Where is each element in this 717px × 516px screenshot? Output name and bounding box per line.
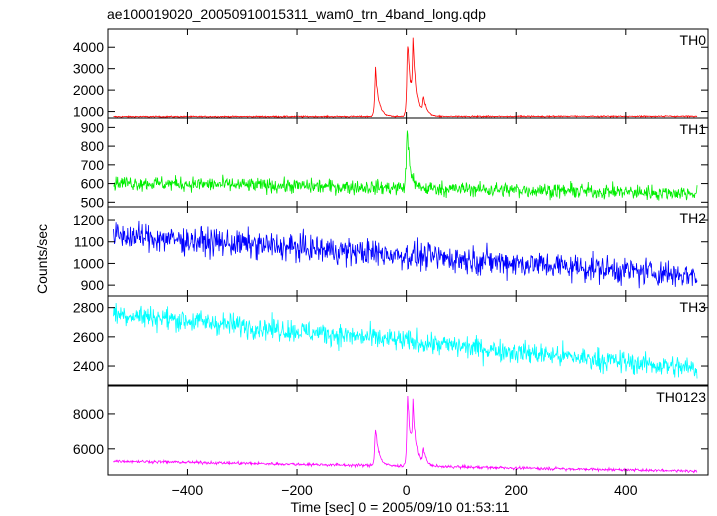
chart-panels: 1000 2000 3000 4000 TH0 500 600 700 800 900 TH1 900… [73, 28, 709, 476]
panel-th3: 2400 2600 2800 TH3 [73, 295, 709, 386]
y-tick-label: 2800 [73, 300, 104, 316]
series-line-th1 [113, 130, 698, 201]
chart-title: ae100019020_20050910015311_wam0_trn_4ban… [107, 6, 486, 22]
x-axis-label: Time [sec] 0 = 2005/09/10 01:53:11 [290, 499, 509, 515]
x-axis: −400 −200 0 200 400 [172, 482, 638, 498]
y-tick-label: 800 [81, 138, 105, 154]
x-tick-label: 200 [505, 482, 529, 498]
series-line-th0123 [113, 395, 698, 474]
series-line-th0 [113, 37, 698, 118]
y-tick-label: 6000 [73, 441, 104, 457]
y-tick-label: 2600 [73, 329, 104, 345]
panel-label: TH1 [680, 121, 707, 137]
x-tick-label: −200 [281, 482, 313, 498]
y-tick-label: 700 [81, 157, 105, 173]
panel-label: TH3 [680, 299, 707, 315]
panel-frame [107, 295, 709, 386]
panel-label: TH0123 [656, 389, 706, 405]
x-tick-label: 400 [614, 482, 638, 498]
y-tick-label: 8000 [73, 406, 104, 422]
y-tick-label: 1200 [73, 212, 104, 228]
panel-th0: 1000 2000 3000 4000 TH0 [73, 28, 709, 120]
panel-frame [107, 117, 709, 208]
y-tick-label: 2400 [73, 358, 104, 374]
panel-th2: 900 1000 1100 1200 TH2 [73, 206, 709, 297]
y-tick-label: 1000 [73, 255, 104, 271]
y-tick-label: 2000 [73, 82, 104, 98]
x-tick-label: 0 [403, 482, 411, 498]
y-axis-label: Counts/sec [34, 224, 50, 294]
x-tick-label: −400 [172, 482, 204, 498]
panel-th1: 500 600 700 800 900 TH1 [81, 117, 709, 210]
y-tick-label: 1000 [73, 104, 104, 120]
y-tick-label: 500 [81, 194, 105, 210]
panel-frame [107, 28, 709, 119]
series-line-th2 [113, 220, 698, 289]
y-tick-label: 3000 [73, 61, 104, 77]
y-tick-label: 900 [81, 277, 105, 293]
y-tick-label: 1100 [74, 234, 104, 250]
panel-label: TH2 [680, 210, 707, 226]
y-tick-label: 900 [81, 119, 105, 135]
series-line-th3 [113, 303, 698, 379]
panel-frame [107, 385, 709, 476]
panel-th0123: 6000 8000 TH0123 [73, 385, 709, 476]
y-tick-label: 4000 [73, 39, 104, 55]
y-tick-label: 600 [81, 176, 105, 192]
panel-label: TH0 [680, 32, 707, 48]
